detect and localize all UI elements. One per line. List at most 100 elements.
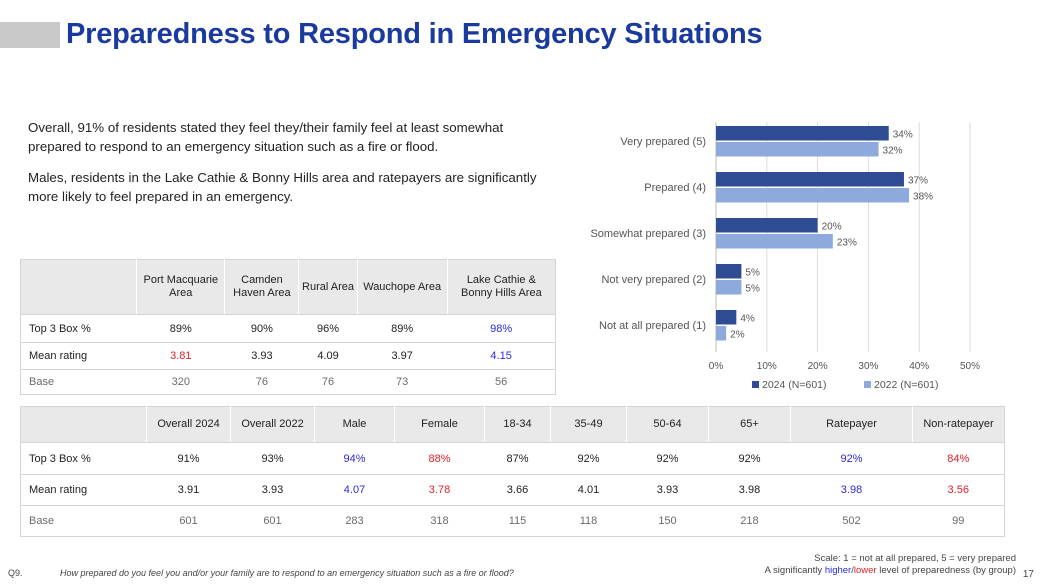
area-table-column-header: Lake Cathie & Bonny Hills Area (446, 259, 556, 315)
demo-table-column-header: 65+ (708, 406, 791, 443)
area-table-column-header: Port Macquarie Area (136, 259, 225, 315)
demo-table-cell: 4.07 (314, 474, 395, 506)
area-table-row-label: Mean rating (20, 342, 137, 370)
demo-table-cell: 91% (146, 442, 231, 475)
demo-table-header-corner (20, 406, 147, 443)
area-table-cell: 76 (255, 376, 269, 388)
demo-table-cell: 3.98 (790, 474, 913, 506)
data-label: 5% (745, 268, 760, 279)
page-number: 17 (1022, 569, 1034, 580)
demo-table-row: Top 3 Box % 91% 93% 94% 88% 87% 92% 92% 92% 92% 84… (20, 442, 1005, 475)
bar (716, 142, 879, 157)
legend-label: 2022 (N=601) (874, 379, 939, 391)
legend-swatch (752, 381, 759, 388)
demo-table-column-header: 18-34 (484, 406, 551, 443)
demo-table-cell: 4.01 (550, 474, 627, 506)
area-table-row: Base 320 76 76 73 56 (21, 370, 556, 395)
demo-table-row-label: Mean rating (20, 474, 147, 506)
sig-higher: higher (824, 565, 852, 576)
area-table-row-label: Base (29, 376, 55, 388)
scale-note: Scale: 1 = not at all prepared, 5 = very… (765, 553, 1016, 577)
demo-table-cell: 3.66 (484, 474, 551, 506)
data-label: 32% (883, 146, 903, 157)
area-table-row: Mean rating 3.81 3.93 4.09 3.97 4.15 (20, 342, 556, 370)
bar (716, 172, 904, 187)
sig-slash: / (851, 565, 854, 576)
sig-suffix: level of preparedness (by group) (876, 565, 1016, 576)
x-tick-label: 50% (960, 361, 980, 372)
category-label: Not at all prepared (1) (599, 320, 706, 332)
page-title: Preparedness to Respond in Emergency Sit… (66, 18, 763, 50)
sig-lower: lower (853, 565, 877, 576)
intro-paragraph-1: Overall, 91% of residents stated they fe… (28, 120, 504, 154)
demo-table-column-header: Non-ratepayer (912, 406, 1005, 443)
demo-table-cell: 94% (314, 442, 395, 475)
area-table-cell: 89% (136, 314, 225, 343)
question-text: How prepared do you feel you and/or your… (60, 568, 514, 578)
area-table-cell: 73 (396, 376, 409, 388)
title-accent-bar (0, 22, 60, 48)
bar (716, 326, 727, 341)
demo-table-cell: 502 (842, 515, 861, 527)
demo-table-column-header: Ratepayer (790, 406, 913, 443)
demo-table-row: Base 601 601 283 318 115 118 150 218 502 99 (21, 506, 1005, 537)
x-tick-label: 0% (709, 361, 724, 372)
demo-table-cell: 88% (394, 442, 485, 475)
area-table-cell: 89% (357, 314, 448, 343)
area-table-cell: 90% (224, 314, 299, 343)
area-table-header-corner (20, 259, 137, 315)
demo-table-row: Mean rating 3.91 3.93 4.07 3.78 3.66 4.01 3.93 3… (20, 474, 1005, 506)
data-label: 34% (893, 130, 913, 141)
x-tick-label: 10% (757, 361, 777, 372)
bar (716, 310, 737, 325)
area-table-cell: 3.81 (136, 342, 225, 370)
data-label: 2% (730, 330, 745, 341)
demo-table-cell: 601 (263, 515, 282, 527)
demo-table-cell: 118 (579, 515, 598, 527)
bar (716, 126, 889, 141)
demo-table-cell: 3.78 (394, 474, 485, 506)
demo-table-column-header: 50-64 (626, 406, 709, 443)
demo-table-column-header: 35-49 (550, 406, 627, 443)
category-label: Very prepared (5) (620, 136, 706, 148)
data-label: 5% (745, 284, 760, 295)
legend-label: 2024 (N=601) (762, 379, 827, 391)
demo-table-cell: 99 (952, 515, 965, 527)
demo-table-cell: 318 (430, 515, 449, 527)
demo-table-cell: 92% (626, 442, 709, 475)
demo-table-cell: 3.91 (146, 474, 231, 506)
area-table-column-header: Camden Haven Area (224, 259, 299, 315)
demo-table-cell: 3.98 (708, 474, 791, 506)
area-table-cell: 3.97 (357, 342, 448, 370)
demo-table-cell: 3.56 (912, 474, 1005, 506)
data-label: 4% (740, 314, 755, 325)
bar (716, 234, 833, 249)
area-table-column-header: Rural Area (298, 259, 358, 315)
bar (716, 218, 818, 233)
area-table: Port Macquarie Area Camden Haven Area Rura… (20, 259, 556, 395)
category-label: Prepared (4) (644, 182, 706, 194)
area-table-cell: 4.09 (298, 342, 358, 370)
area-table-cell: 56 (494, 376, 508, 388)
x-tick-label: 40% (909, 361, 929, 372)
bar (716, 264, 742, 279)
demo-table-row-label: Base (29, 515, 55, 527)
significance-note: A significantly higher/lower level of pr… (765, 565, 1016, 577)
area-table-row: Top 3 Box % 89% 90% 96% 89% 98% (20, 314, 556, 343)
demo-table-cell: 218 (740, 515, 759, 527)
bar (716, 188, 910, 203)
demo-table-cell: 283 (345, 515, 364, 527)
demo-table-cell: 3.93 (626, 474, 709, 506)
data-label: 20% (822, 222, 842, 233)
preparedness-bar-chart: Very prepared (5) 34% 32% Prepared (4) 37% 38… (590, 122, 980, 391)
demo-table-cell: 87% (484, 442, 551, 475)
area-table-cell: 76 (321, 376, 335, 388)
demo-table-cell: 92% (550, 442, 627, 475)
area-table-cell: 3.93 (224, 342, 299, 370)
demo-table-cell: 601 (179, 515, 198, 527)
demo-table-cell: 115 (508, 515, 527, 527)
demo-table-cell: 84% (912, 442, 1005, 475)
demo-table-column-header: Male (314, 406, 395, 443)
question-number: Q9. (8, 568, 23, 578)
sig-prefix: A significantly (764, 565, 825, 576)
